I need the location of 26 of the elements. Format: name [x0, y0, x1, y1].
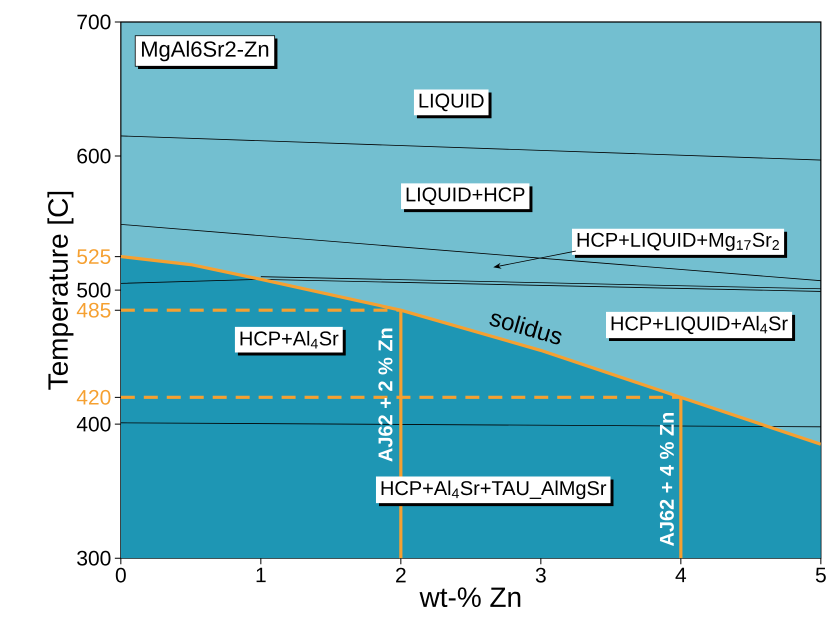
text: MgAl6Sr2-Zn [142, 40, 268, 62]
annotation: HCP+LIQUID+Al$_{4}$Sr [612, 316, 788, 334]
y-axis-title: Temperature [C] [47, 192, 74, 390]
y-tick-label: 525 [77, 249, 110, 264]
x-tick-label: 2 [396, 568, 406, 582]
annotation: HCP+LIQUID+Mg$_{17}$Sr$_{2}$ [578, 232, 779, 251]
text: solidus [490, 314, 562, 344]
x-tick-label: 5 [816, 568, 826, 582]
y-tick-label: 485 [76, 302, 110, 318]
annotation: AJ62 + 2 % Zn [378, 328, 392, 462]
annotation: AJ62 + 4 % Zn [660, 412, 674, 546]
annotation: LIQUID+HCP [406, 187, 524, 206]
y-tick-label: 600 [77, 148, 110, 164]
y-tick-label: 300 [77, 550, 110, 566]
x-tick-label: 3 [536, 568, 546, 583]
y-tick-label: 700 [77, 14, 110, 30]
y-tick-label: 400 [76, 416, 110, 432]
annotation: LIQUID [420, 94, 484, 112]
x-tick-label: 1 [256, 568, 266, 582]
annotation: HCP+Al$_{4}$Sr [240, 330, 338, 348]
y-tick-label: 420 [76, 390, 110, 405]
x-tick-label: 4 [676, 568, 686, 582]
y-tick-label: 500 [77, 282, 110, 298]
x-axis-title: wt-% Zn [420, 587, 520, 608]
x-tick-label: 0 [116, 568, 126, 583]
annotation: HCP+Al$_{4}$Sr+TAU_AlMgSr [382, 480, 606, 500]
